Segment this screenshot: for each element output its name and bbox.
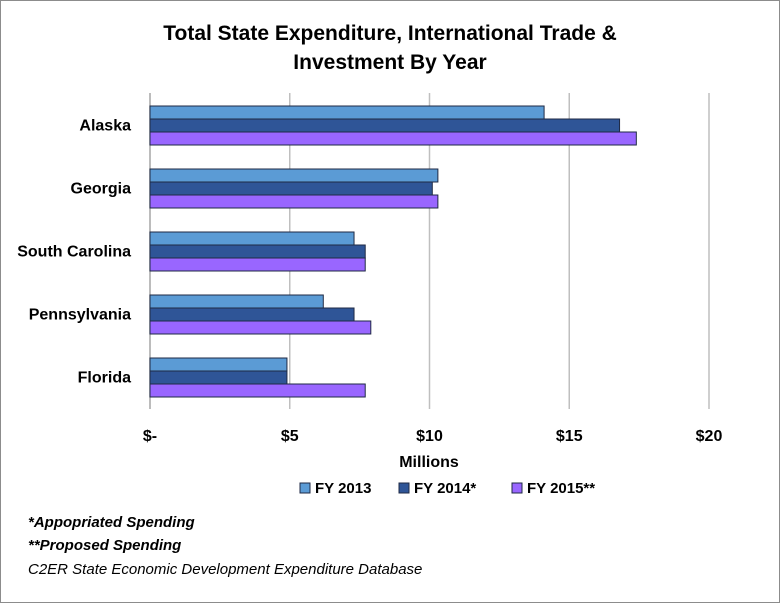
bar-fy-2015- bbox=[149, 320, 372, 335]
legend-label: FY 2014* bbox=[414, 480, 476, 497]
bar-fy-2013 bbox=[149, 105, 545, 120]
y-category-label: Pennsylvania bbox=[29, 307, 131, 324]
bar-fy-2015- bbox=[149, 194, 439, 209]
x-tick-label: $15 bbox=[556, 428, 583, 445]
note-proposed: **Proposed Spending bbox=[28, 537, 182, 554]
legend-swatch bbox=[511, 482, 523, 494]
x-axis-title: Millions bbox=[399, 454, 459, 471]
bar-fy-2014- bbox=[149, 370, 288, 385]
note-appropriated: *Appopriated Spending bbox=[28, 514, 195, 531]
source-note: C2ER State Economic Development Expendit… bbox=[28, 561, 423, 578]
bar-fy-2013 bbox=[149, 231, 355, 246]
bar-fy-2013 bbox=[149, 357, 288, 372]
bar-fy-2015- bbox=[149, 383, 366, 398]
bar-fy-2013 bbox=[149, 294, 324, 309]
legend-label: FY 2013 bbox=[315, 480, 371, 497]
chart-title: Total State Expenditure, International T… bbox=[163, 22, 617, 74]
x-tick-label: $5 bbox=[281, 428, 299, 445]
x-tick-label: $20 bbox=[696, 428, 723, 445]
x-tick-label: $10 bbox=[416, 428, 443, 445]
y-category-label: Georgia bbox=[71, 181, 132, 198]
bar-fy-2014- bbox=[149, 118, 621, 133]
legend-swatch bbox=[299, 482, 311, 494]
y-category-label: Alaska bbox=[79, 118, 131, 135]
bar-fy-2014- bbox=[149, 181, 433, 196]
y-category-label: South Carolina bbox=[17, 244, 131, 261]
y-category-label: Florida bbox=[78, 370, 131, 387]
bar-fy-2015- bbox=[149, 257, 366, 272]
bar-fy-2014- bbox=[149, 307, 355, 322]
bar-fy-2014- bbox=[149, 244, 366, 259]
x-tick-label: $- bbox=[143, 428, 157, 445]
bar-fy-2015- bbox=[149, 131, 637, 146]
bar-fy-2013 bbox=[149, 168, 439, 183]
legend-swatch bbox=[398, 482, 410, 494]
legend-label: FY 2015** bbox=[527, 480, 595, 497]
